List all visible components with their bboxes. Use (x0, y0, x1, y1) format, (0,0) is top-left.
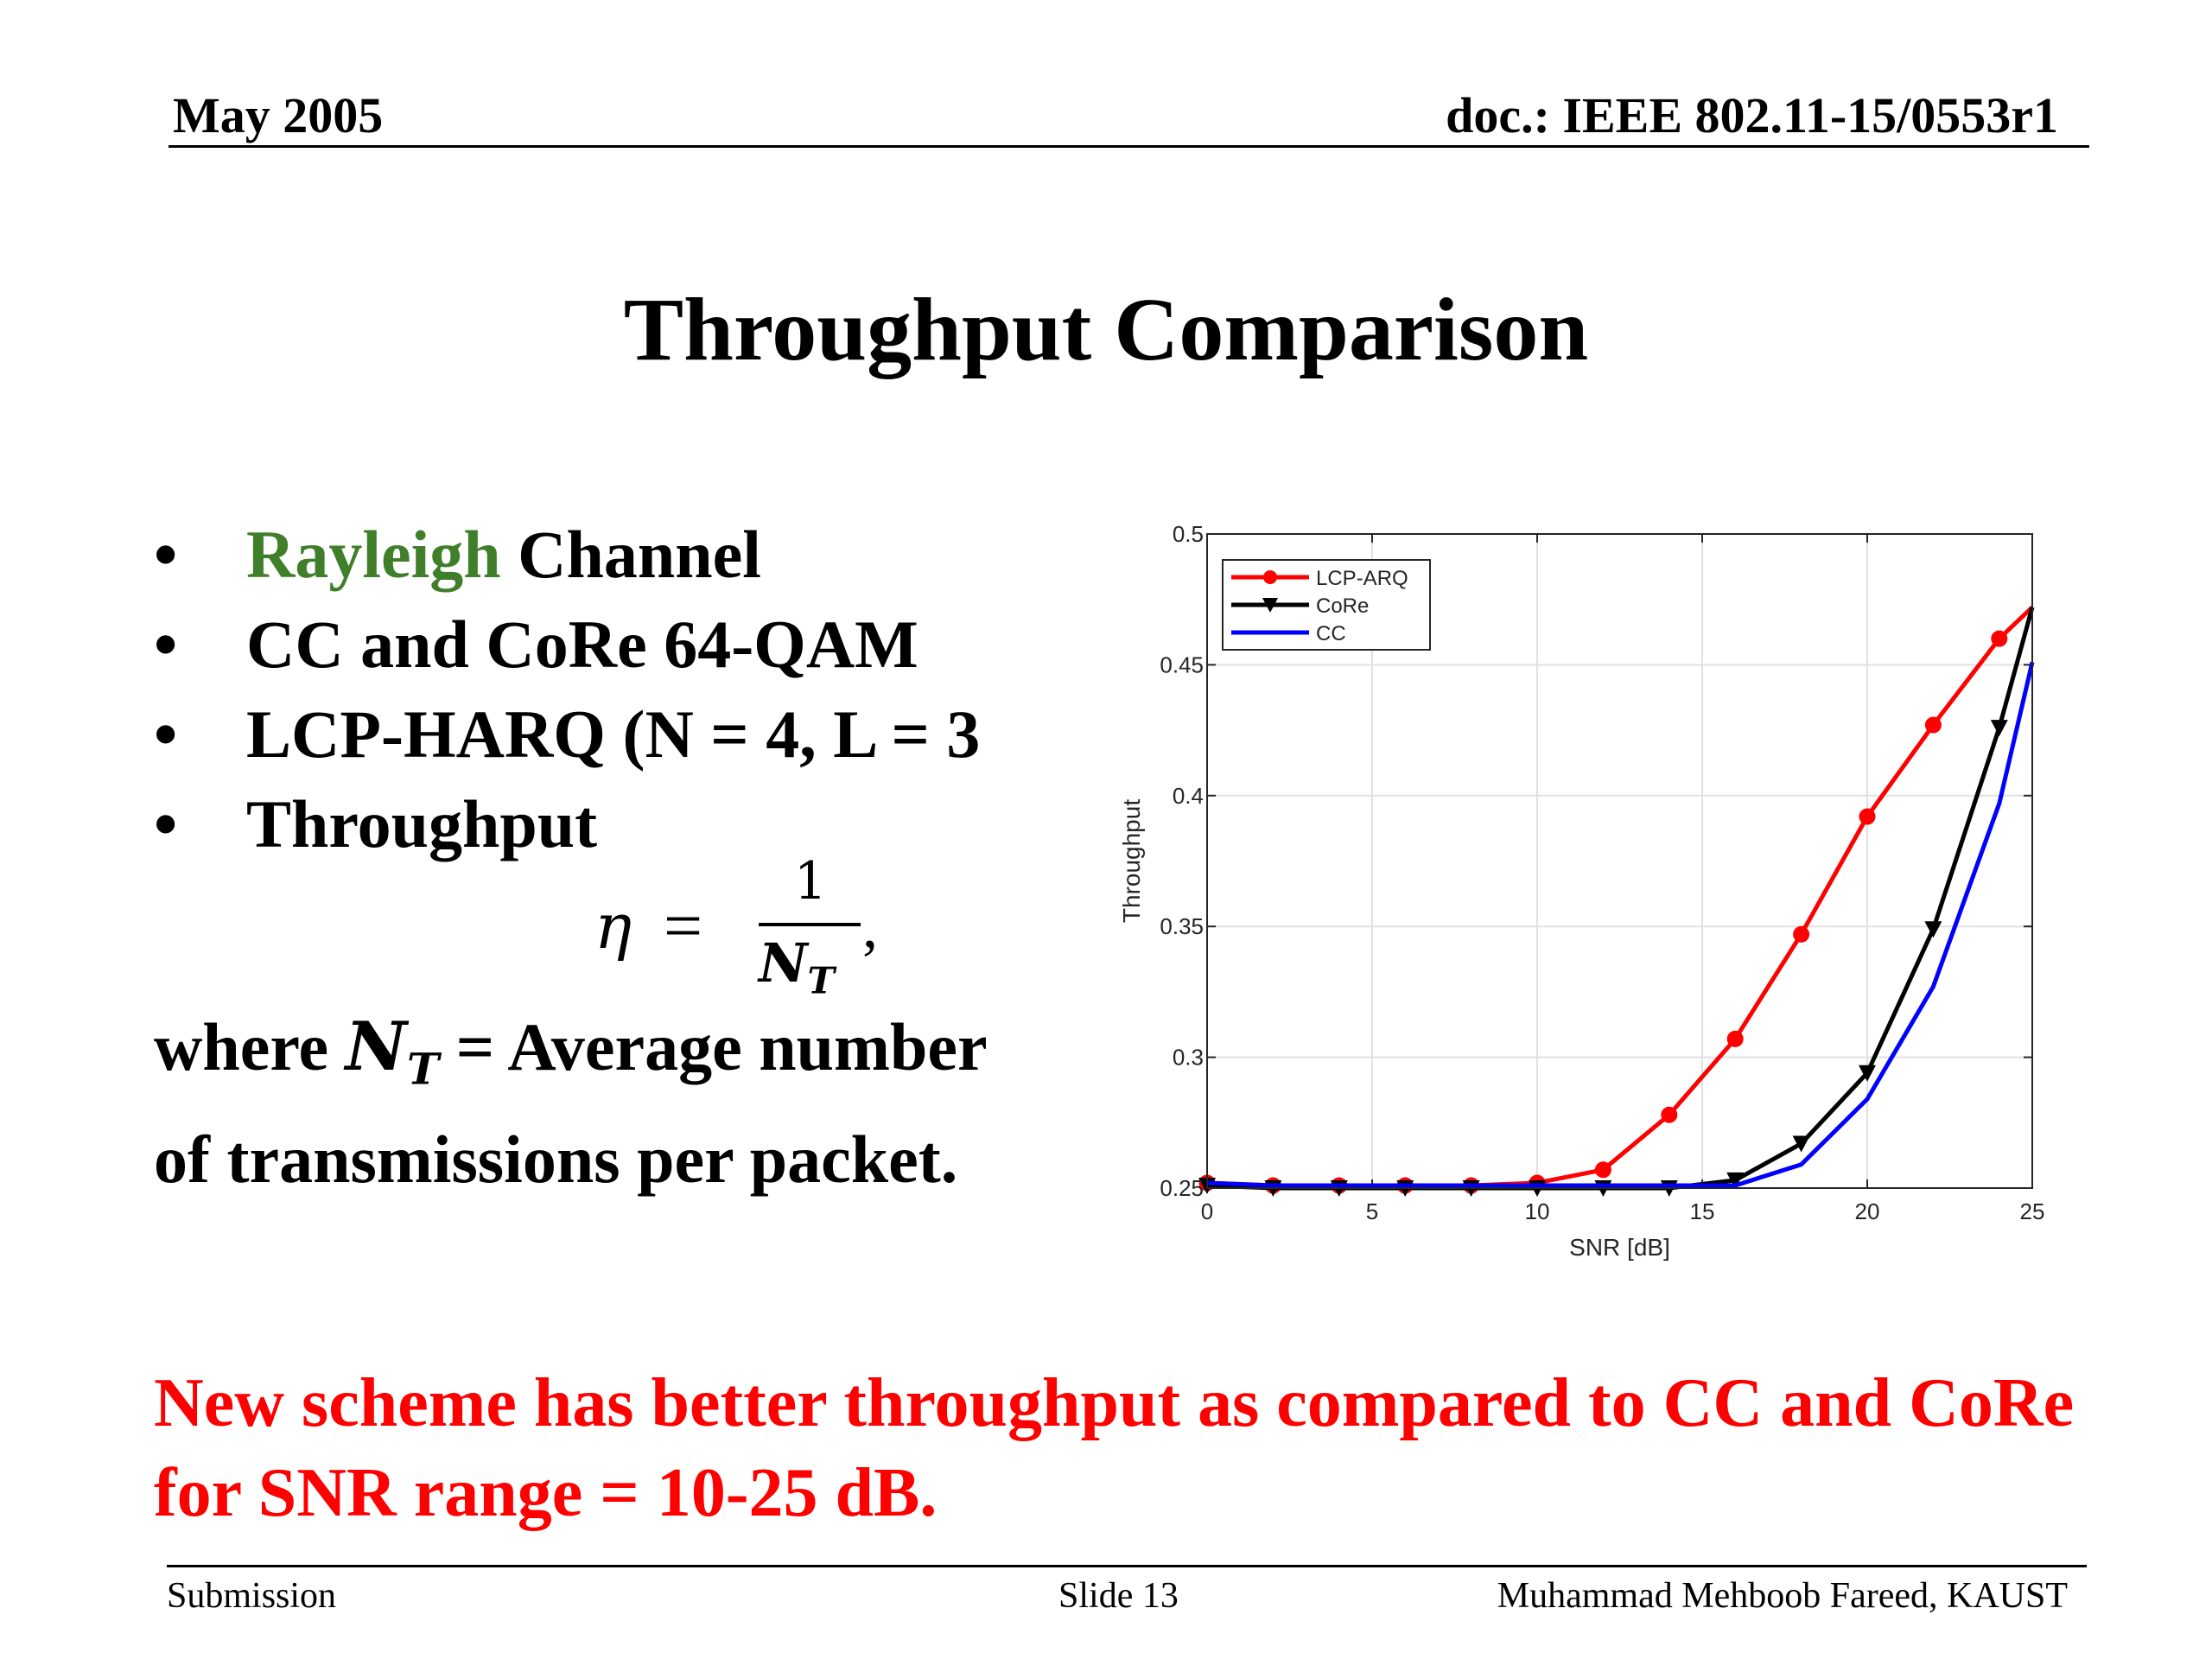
formula-comma: , (862, 892, 878, 961)
data-point-lcp-arq (1991, 630, 2008, 647)
x-tick-label: 10 (1525, 1198, 1550, 1224)
data-point-core (1859, 1065, 1876, 1082)
bullet-text: Throughput (246, 786, 598, 861)
bullet-text: Channel (500, 517, 761, 592)
data-point-lcp-arq (1793, 925, 1810, 943)
header-doc-id: doc.: IEEE 802.11-15/0553r1 (1446, 87, 2058, 143)
legend-label-lcp-arq: LCP-ARQ (1316, 567, 1408, 590)
footer-slide-number: Slide 13 (1058, 1576, 1179, 1616)
bullet-marker: • (154, 607, 178, 682)
footer-submission: Submission (167, 1576, 337, 1616)
legend-label-cc: CC (1316, 622, 1346, 645)
throughput-formula: η = 1 NT , (594, 851, 940, 1004)
bullet-text: CC and CoRe 64-QAM (246, 607, 918, 682)
formula-eta: η (594, 890, 632, 963)
formula-equals: = (664, 888, 703, 964)
bullet-marker: • (154, 696, 178, 772)
header-date: May 2005 (173, 87, 384, 143)
formula-numerator: 1 (793, 851, 828, 912)
x-tick-label: 25 (2020, 1198, 2045, 1224)
slide-title: Throughput Comparison (623, 280, 1589, 379)
header-rule (168, 145, 2089, 148)
y-tick-label: 0.3 (1173, 1045, 1204, 1071)
y-tick-label: 0.4 (1173, 783, 1204, 809)
x-tick-label: 0 (1201, 1198, 1213, 1224)
legend-marker-core (1262, 598, 1278, 613)
footer-author: Muhammad Mehboob Fareed, KAUST (1497, 1576, 2068, 1616)
bullet-item: • Rayleigh Channel (154, 510, 1052, 600)
y-tick-label: 0.35 (1160, 913, 1204, 939)
conclusion-text: New scheme has better throughput as comp… (154, 1365, 2075, 1531)
symbol-nt: NT (345, 1007, 440, 1095)
bullet-list: • Rayleigh Channel • CC and CoRe 64-QAM … (154, 510, 1052, 1218)
x-tick-label: 20 (1855, 1198, 1880, 1224)
formula-denominator: NT (759, 931, 835, 1002)
data-point-lcp-arq (1924, 716, 1942, 734)
y-tick-label: 0.5 (1173, 521, 1204, 547)
series-line-cc (1206, 661, 2035, 1188)
definition-text: where NT = Average number of transmissio… (154, 1007, 988, 1197)
x-axis-label: SNR [dB] (1569, 1234, 1670, 1261)
bullet-item: • Throughput (154, 779, 1052, 869)
bullet-text: LCP-HARQ (N = 4, L = 3 (246, 696, 981, 772)
y-tick-label: 0.45 (1160, 652, 1204, 677)
data-point-core (1726, 1172, 1745, 1189)
data-point-core (1990, 720, 2008, 737)
data-point-lcp-arq (1859, 808, 1876, 825)
plot-frame (1206, 533, 2033, 1189)
x-tick-label: 15 (1690, 1198, 1715, 1224)
footer-rule (167, 1565, 2087, 1567)
y-tick-label: 0.25 (1160, 1175, 1204, 1201)
bullet-highlight: Rayleigh (246, 517, 501, 592)
bullet-marker: • (154, 786, 178, 861)
bullet-item: • LCP-HARQ (N = 4, L = 3 (154, 690, 1052, 779)
legend-label-core: CoRe (1316, 594, 1369, 618)
definition-line2: of transmissions per packet. (154, 1121, 958, 1197)
fraction-bar (759, 923, 861, 926)
data-point-lcp-arq (1661, 1106, 1678, 1123)
data-point-core (1792, 1135, 1810, 1153)
bullet-item: • CC and CoRe 64-QAM (154, 600, 1052, 690)
throughput-chart: 0 5 10 15 20 25 0.25 0.3 0.35 0.4 0.45 0.5 SNR [dB] T… (1118, 521, 2045, 1261)
data-point-core (1924, 921, 1942, 938)
bullet-marker: • (154, 517, 178, 592)
x-tick-label: 5 (1366, 1198, 1378, 1224)
legend-marker-lcp-arq (1263, 570, 1277, 584)
y-axis-label: Throughput (1118, 799, 1145, 923)
data-point-lcp-arq (1594, 1161, 1611, 1179)
data-point-lcp-arq (1726, 1030, 1744, 1047)
